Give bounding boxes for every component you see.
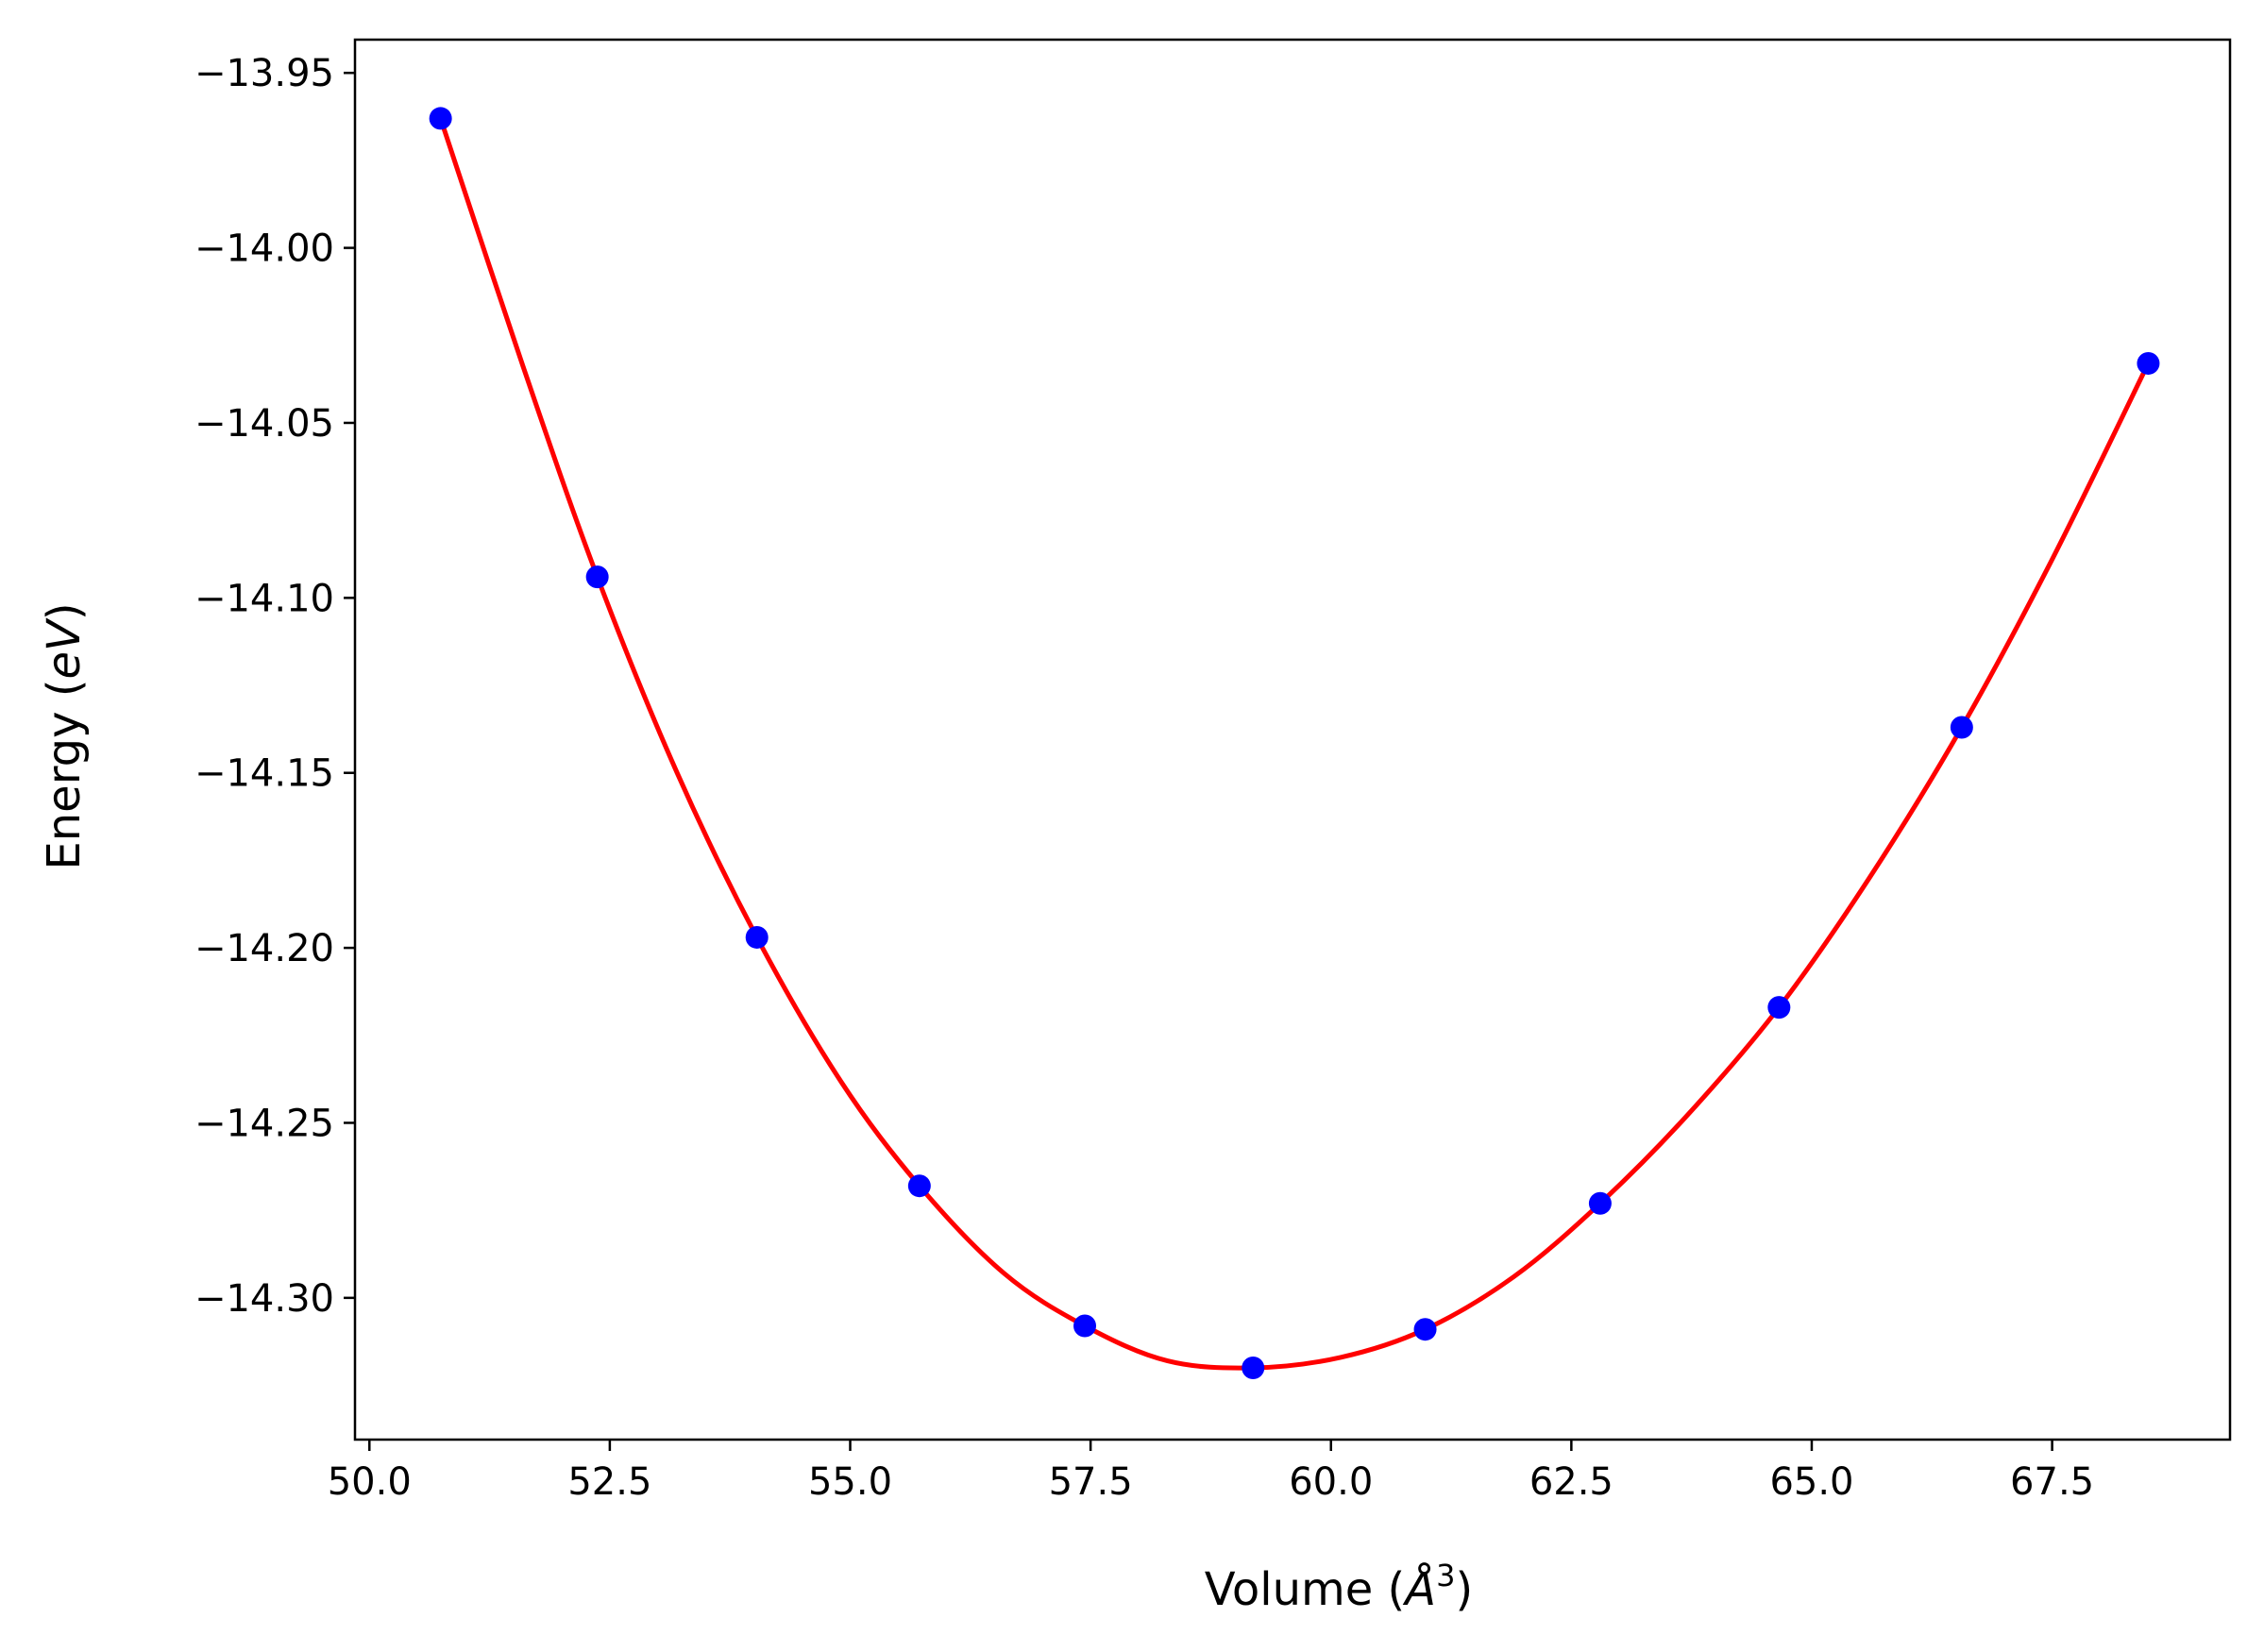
x-tick-label: 67.5 (2010, 1460, 2094, 1504)
y-axis-ticks: −13.95 −14.00 −14.05 −14.10 −14.15 −14.20 −14.… (194, 52, 355, 1321)
x-tick-label: 52.5 (567, 1460, 651, 1504)
data-point (1950, 716, 1973, 739)
x-tick-label: 50.0 (328, 1460, 412, 1504)
y-tick-label: −14.20 (194, 927, 334, 970)
plot-frame (353, 38, 2232, 1441)
fit-curve-layer (438, 117, 2151, 1371)
data-point (745, 925, 769, 949)
y-tick-label: −14.00 (194, 228, 334, 271)
data-point (1242, 1356, 1265, 1379)
data-point (907, 1174, 931, 1198)
y-tick-label: −13.95 (194, 52, 334, 95)
data-point (1073, 1314, 1097, 1338)
x-axis-label: Volume (Å3) (1205, 1558, 1473, 1616)
data-point (1588, 1191, 1612, 1215)
data-point (585, 565, 609, 589)
data-point (2137, 351, 2160, 375)
data-point (1413, 1318, 1437, 1341)
y-tick-label: −14.25 (194, 1102, 334, 1145)
y-axis-label: Energy (eV) (38, 602, 91, 869)
x-axis-ticks: 50.0 52.5 55.0 57.5 60.0 62.5 65.0 67.5 (328, 1440, 2094, 1504)
x-tick-label: 57.5 (1049, 1460, 1133, 1504)
fit-curve-line (438, 117, 2151, 1371)
x-tick-label: 65.0 (1769, 1460, 1853, 1504)
data-point (429, 107, 452, 130)
data-points-layer (429, 107, 2160, 1379)
y-tick-label: −14.15 (194, 752, 334, 796)
y-tick-label: −14.05 (194, 402, 334, 446)
y-tick-label: −14.10 (194, 577, 334, 620)
data-point (1767, 996, 1791, 1020)
y-tick-label: −14.30 (194, 1277, 334, 1321)
x-tick-label: 55.0 (808, 1460, 892, 1504)
x-tick-label: 62.5 (1529, 1460, 1614, 1504)
x-tick-label: 60.0 (1289, 1460, 1373, 1504)
